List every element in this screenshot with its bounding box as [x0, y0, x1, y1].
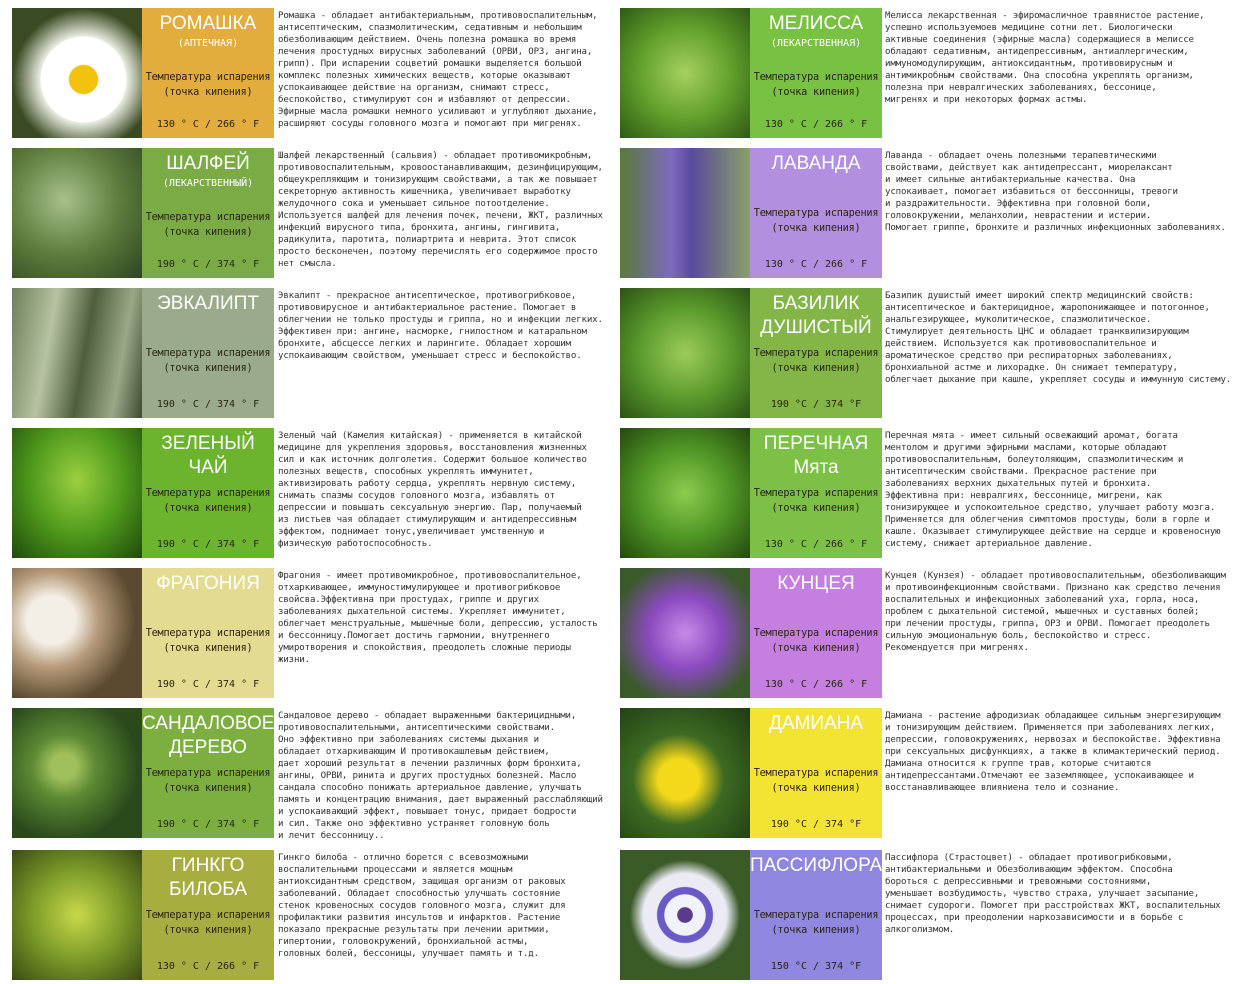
herb-description: Эвкалипт - прекрасное антисептическое, п…: [278, 291, 603, 361]
herb-label-panel: ПАССИФЛОРА Температура испарения (точка …: [750, 850, 882, 980]
herb-label-panel: ЗЕЛЕНЫЙ ЧАЙ Температура испарения (точка…: [142, 428, 274, 558]
herb-photo: [12, 428, 142, 558]
herb-photo: [12, 850, 142, 980]
temperature-value: 130 ° C / 266 ° F: [156, 961, 260, 972]
temperature-label: Температура испарения (точка кипения): [145, 488, 271, 514]
herb-name: ЛАВАНДА: [771, 153, 861, 174]
temperature-value: 190 ° C / 374 ° F: [156, 259, 260, 270]
herb-description: Шалфей лекарственный (сальвия) - обладае…: [278, 151, 603, 269]
herb-description: Зеленый чай (Камелия китайская) - примен…: [278, 431, 587, 549]
herb-name: САНДАЛОВОЕ ДЕРЕВО: [142, 713, 275, 758]
herb-description: Ромашка - обладает антибактериальным, пр…: [278, 11, 598, 129]
herb-photo: [12, 708, 142, 838]
temperature-value: 150 °C / 374 °F: [770, 961, 862, 972]
temperature-value: 130 ° C / 266 ° F: [764, 259, 868, 270]
herb-photo: [620, 288, 750, 418]
herb-photo: [620, 850, 750, 980]
temperature-label: Температура испарения (точка кипения): [145, 910, 271, 936]
herb-label-panel: БАЗИЛИК ДУШИСТЫЙ Температура испарения (…: [750, 288, 882, 418]
herb-photo: [620, 708, 750, 838]
herb-label-panel: ЭВКАЛИПТ Температура испарения (точка ки…: [142, 288, 274, 418]
herb-label-panel: ФРАГОНИЯ Температура испарения (точка ки…: [142, 568, 274, 698]
temperature-label: Температура испарения (точка кипения): [145, 348, 271, 374]
herb-photo: [620, 568, 750, 698]
herb-description: Лаванда - обладает очень полезными терап…: [885, 151, 1226, 233]
herb-label-panel: ШАЛФЕЙ (ЛЕКАРСТВЕННЫЙ) Температура испар…: [142, 148, 274, 278]
herb-description: Кунцея (Кунзея) - обладает противовоспал…: [885, 571, 1226, 653]
herb-name: ШАЛФЕЙ: [166, 153, 250, 174]
herb-subtitle: (ЛЕКАРСТВЕННЫЙ): [162, 178, 254, 189]
herb-name: РОМАШКА: [159, 13, 257, 34]
herb-label-panel: МЕЛИССА (ЛЕКАРСТВЕННАЯ) Температура испа…: [750, 8, 882, 138]
herb-label-panel: ПЕРЕЧНАЯ Мята Температура испарения (точ…: [750, 428, 882, 558]
herb-name: КУНЦЕЯ: [777, 573, 855, 594]
temperature-label: Температура испарения (точка кипения): [145, 72, 271, 98]
herb-subtitle: (ЛЕКАРСТВЕННАЯ): [770, 38, 862, 49]
herb-photo: [620, 148, 750, 278]
herb-photo: [12, 8, 142, 138]
herb-label-panel: ДАМИАНА Температура испарения (точка кип…: [750, 708, 882, 838]
herb-name: ФРАГОНИЯ: [156, 573, 260, 594]
herb-label-panel: КУНЦЕЯ Температура испарения (точка кипе…: [750, 568, 882, 698]
herb-description: Сандаловое дерево - обладает выраженными…: [278, 711, 603, 841]
herb-name: ДАМИАНА: [768, 713, 864, 734]
herb-photo: [620, 428, 750, 558]
herb-description: Гинкго билоба - отлично борется с всевоз…: [278, 853, 566, 959]
temperature-value: 190 ° C / 374 ° F: [156, 819, 260, 830]
temperature-label: Температура испарения (точка кипения): [753, 768, 879, 794]
herb-name: ГИНКГО БИЛОБА: [168, 855, 248, 900]
herb-photo: [12, 568, 142, 698]
temperature-label: Температура испарения (точка кипения): [145, 212, 271, 238]
herb-name: БАЗИЛИК ДУШИСТЫЙ: [760, 293, 872, 338]
temperature-label: Температура испарения (точка кипения): [753, 72, 879, 98]
herb-description: Пассифлора (Страстоцвет) - обладает прот…: [885, 853, 1221, 935]
herb-subtitle: (АПТЕЧНАЯ): [177, 38, 239, 49]
herb-name: ЭВКАЛИПТ: [157, 293, 259, 314]
temperature-value: 190 ° C / 374 ° F: [156, 399, 260, 410]
temperature-value: 190 ° C / 374 ° F: [156, 539, 260, 550]
herb-photo: [12, 148, 142, 278]
temperature-value: 190 °C / 374 °F: [770, 399, 862, 410]
temperature-label: Температура испарения (точка кипения): [753, 628, 879, 654]
herb-description: Фрагония - имеет противомикробное, проти…: [278, 571, 598, 665]
herb-description: Базилик душистый имеет широкий спектр ме…: [885, 291, 1232, 385]
temperature-value: 130 ° C / 266 ° F: [156, 119, 260, 130]
temperature-value: 130 ° C / 266 ° F: [764, 679, 868, 690]
herb-photo: [620, 8, 750, 138]
temperature-value: 130 ° C / 266 ° F: [764, 539, 868, 550]
temperature-label: Температура испарения (точка кипения): [145, 768, 271, 794]
herb-description: Дамиана - растение афродизиак обладающее…: [885, 711, 1221, 793]
temperature-label: Температура испарения (точка кипения): [753, 488, 879, 514]
herb-name: МЕЛИССА: [768, 13, 864, 34]
herb-name: ПАССИФЛОРА: [750, 855, 883, 876]
temperature-value: 190 ° C / 374 ° F: [156, 679, 260, 690]
herb-label-panel: САНДАЛОВОЕ ДЕРЕВО Температура испарения …: [142, 708, 274, 838]
temperature-value: 130 ° C / 266 ° F: [764, 119, 868, 130]
herb-label-panel: РОМАШКА (АПТЕЧНАЯ) Температура испарения…: [142, 8, 274, 138]
temperature-label: Температура испарения (точка кипения): [753, 348, 879, 374]
herb-description: Перечная мята - имеет сильный освежающий…: [885, 431, 1221, 549]
herb-photo: [12, 288, 142, 418]
herb-description: Мелисса лекарственная - эфиромасличное т…: [885, 11, 1205, 105]
temperature-label: Температура испарения (точка кипения): [753, 208, 879, 234]
herb-label-panel: ЛАВАНДА Температура испарения (точка кип…: [750, 148, 882, 278]
herb-name: ЗЕЛЕНЫЙ ЧАЙ: [161, 433, 255, 478]
temperature-label: Температура испарения (точка кипения): [145, 628, 271, 654]
herb-name: ПЕРЕЧНАЯ Мята: [763, 433, 869, 478]
temperature-label: Температура испарения (точка кипения): [753, 910, 879, 936]
herb-label-panel: ГИНКГО БИЛОБА Температура испарения (точ…: [142, 850, 274, 980]
temperature-value: 190 °C / 374 °F: [770, 819, 862, 830]
